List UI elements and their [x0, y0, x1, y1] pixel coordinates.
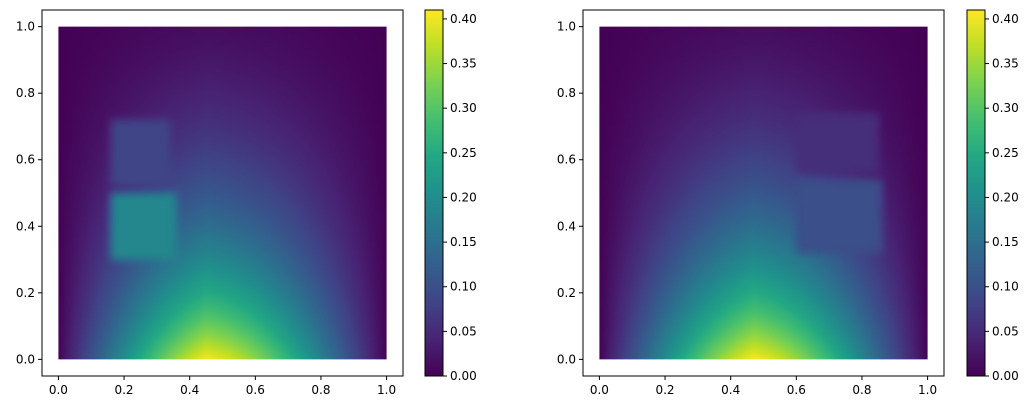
colorbar-tick-label: 0.10: [992, 280, 1019, 294]
heatmap-field: [599, 26, 928, 360]
colorbar-tick-label: 0.20: [450, 190, 477, 204]
colorbar-tick-label: 0.15: [992, 235, 1019, 249]
colorbar-scale: [966, 9, 986, 377]
colorbar-tick-label: 0.10: [450, 280, 477, 294]
x-tick-label: 0.8: [852, 383, 871, 397]
y-tick-label: 0.8: [16, 86, 35, 100]
y-tick-label: 0.0: [16, 352, 35, 366]
colorbar-tick-label: 0.25: [450, 146, 477, 160]
x-tick-label: 0.0: [590, 383, 609, 397]
heatmap-panel-1: 0.0 0.2 0.4 0.6 0.8 1.0 0.0 0.2 0.4 0.6 0.8 1.0 0.00…: [16, 9, 477, 397]
colorbar: 0.00 0.05 0.10 0.15 0.20 0.25 0.30 0.35 0.40: [966, 9, 1019, 383]
y-tick-label: 0.4: [557, 219, 576, 233]
colorbar-tick-label: 0.15: [450, 235, 477, 249]
y-tick-label: 0.8: [557, 86, 576, 100]
y-tick-label: 1.0: [16, 20, 35, 34]
colorbar-tick-label: 0.40: [450, 12, 477, 26]
y-tick-label: 0.4: [16, 219, 35, 233]
colorbar-tick-label: 0.30: [992, 101, 1019, 115]
colorbar-tick-label: 0.00: [450, 369, 477, 383]
y-tick-label: 0.2: [557, 286, 576, 300]
colorbar-tick-label: 0.40: [992, 12, 1019, 26]
x-tick-label: 0.2: [655, 383, 674, 397]
colorbar-tick-label: 0.05: [992, 324, 1019, 338]
colorbar-tick-label: 0.05: [450, 324, 477, 338]
heatmap-panel-2: 0.0 0.2 0.4 0.6 0.8 1.0 0.0 0.2 0.4 0.6 0.8 1.0 0.00…: [557, 9, 1019, 397]
x-tick-label: 1.0: [377, 383, 396, 397]
y-tick-label: 0.0: [557, 352, 576, 366]
colorbar-tick-label: 0.30: [450, 101, 477, 115]
axes-frame: [41, 9, 404, 377]
colorbar-tick-label: 0.35: [992, 57, 1019, 71]
colorbar-tick-label: 0.35: [450, 57, 477, 71]
x-tick-label: 0.4: [721, 383, 740, 397]
x-tick-label: 0.6: [246, 383, 265, 397]
y-tick-label: 0.2: [16, 286, 35, 300]
x-tick-label: 1.0: [918, 383, 937, 397]
colorbar-tick-label: 0.00: [992, 369, 1019, 383]
x-tick-label: 0.4: [180, 383, 199, 397]
y-tick-label: 0.6: [16, 153, 35, 167]
x-tick-label: 0.8: [311, 383, 330, 397]
x-tick-label: 0.2: [114, 383, 133, 397]
x-tick-label: 0.6: [787, 383, 806, 397]
x-tick-label: 0.0: [49, 383, 68, 397]
y-tick-label: 1.0: [557, 20, 576, 34]
colorbar-tick-label: 0.20: [992, 190, 1019, 204]
axes-frame: [582, 9, 945, 377]
colorbar-tick-label: 0.25: [992, 146, 1019, 160]
heatmap-field: [58, 26, 387, 360]
y-tick-label: 0.6: [557, 153, 576, 167]
colorbar: 0.00 0.05 0.10 0.15 0.20 0.25 0.30 0.35 0.40: [424, 9, 477, 383]
colorbar-scale: [424, 9, 444, 377]
